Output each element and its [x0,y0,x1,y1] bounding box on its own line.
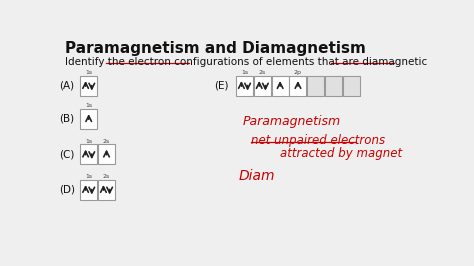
Bar [80,144,97,164]
Text: Paramagnetism: Paramagnetism [243,115,341,128]
Text: (B): (B) [60,114,75,124]
Bar [254,76,271,96]
Text: attracted by magnet: attracted by magnet [280,147,402,160]
Text: (D): (D) [59,185,75,195]
Bar [290,76,307,96]
Bar [98,180,115,200]
Text: Paramagnetism and Diamagnetism: Paramagnetism and Diamagnetism [65,41,366,56]
Text: 2p: 2p [294,70,302,75]
Bar [272,76,289,96]
Bar [80,109,97,129]
Text: 2s: 2s [103,174,110,179]
Text: 1s: 1s [85,103,92,108]
Text: 2s: 2s [259,70,266,75]
Bar [80,180,97,200]
Bar [98,144,115,164]
Bar [236,76,253,96]
Bar [343,76,360,96]
Text: 1s: 1s [85,70,92,75]
Bar [325,76,342,96]
Text: (C): (C) [59,149,75,159]
Text: 1s: 1s [241,70,248,75]
Text: (A): (A) [60,81,75,91]
Text: Diam: Diam [239,169,275,183]
Text: net unpaired electrons: net unpaired electrons [251,134,385,147]
Text: 1s: 1s [85,139,92,144]
Bar [307,76,324,96]
Text: (E): (E) [214,81,228,91]
Text: Identify the electron configurations of elements that are diamagnetic: Identify the electron configurations of … [65,57,428,67]
Bar [80,76,97,96]
Text: 2s: 2s [103,139,110,144]
Text: 1s: 1s [85,174,92,179]
